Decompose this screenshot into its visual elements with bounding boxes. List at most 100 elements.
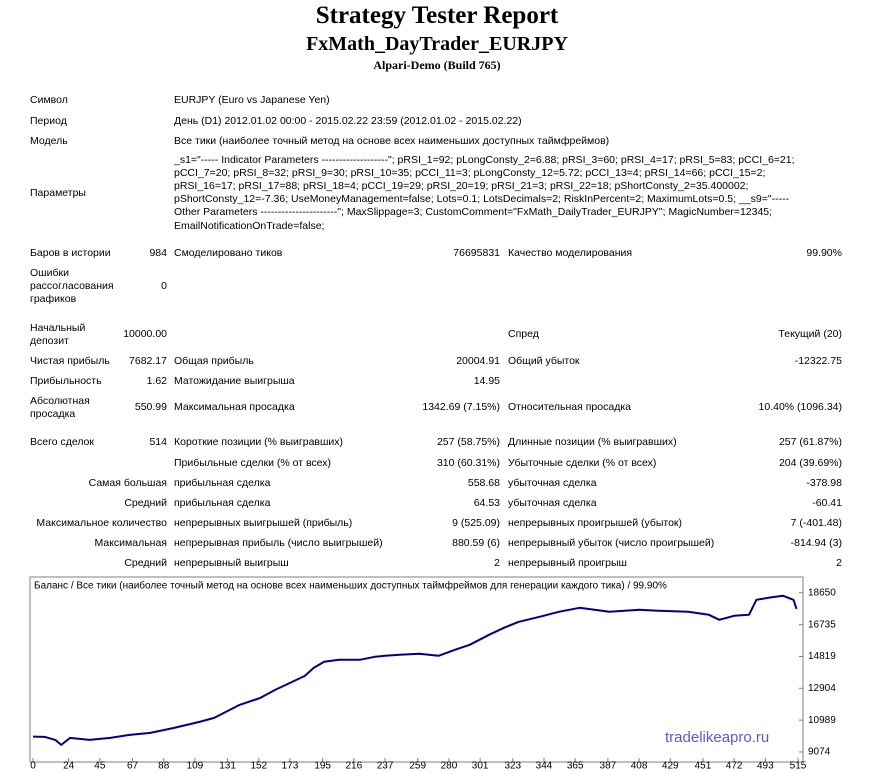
balance-line (32, 594, 798, 746)
parameters-line: Other Parameters ----------------------"… (174, 206, 773, 219)
info-value: Все тики (наиболее точный метод на основ… (174, 134, 610, 147)
x-tick-label: 24 (63, 761, 75, 772)
x-tick-label: 387 (600, 761, 617, 772)
stat-label: прибыльная сделка (174, 496, 271, 509)
x-tick-label: 88 (158, 761, 170, 772)
stat-value: 76695831 (453, 246, 500, 259)
stat-value: 1342.69 (7.15%) (422, 400, 500, 413)
stat-label: Максимальное количество (36, 516, 167, 529)
stat-value: -12322.75 (794, 354, 842, 367)
info-value: День (D1) 2012.01.02 00:00 - 2015.02.22 … (174, 114, 522, 127)
stat-label: убыточная сделка (508, 476, 597, 489)
stat-value: 9 (525.09) (452, 516, 500, 529)
stat-value: 880.59 (6) (452, 536, 500, 549)
stat-label: Средний (124, 496, 167, 509)
expert-name: FxMath_DayTrader_EURJPY (306, 33, 568, 55)
stat-label: Максимальная просадка (174, 400, 295, 413)
stat-label: Прибыльные сделки (% от всех) (174, 456, 332, 469)
info-label: Модель (30, 134, 68, 147)
x-tick-label: 237 (377, 761, 394, 772)
stat-label: Максимальная (94, 536, 167, 549)
stat-label: Относительная просадка (508, 400, 631, 413)
stat-value: -378.98 (806, 476, 842, 489)
y-tick-label: 16735 (808, 619, 836, 630)
x-tick-label: 408 (631, 761, 648, 772)
x-tick-label: 301 (472, 761, 489, 772)
stat-label: Короткие позиции (% выигравших) (174, 435, 344, 448)
stat-value: 2 (494, 556, 500, 569)
stat-value: 20004.91 (456, 354, 500, 367)
stat-label: прибыльная сделка (174, 476, 271, 489)
x-tick-label: 323 (504, 761, 521, 772)
parameters-line: pCCI_7=20; pRSI_8=32; pRSI_9=30; pRSI_10… (174, 166, 766, 179)
stat-label: Ошибки рассогласования графиков (30, 266, 114, 305)
parameters-line: EmailNotificationOnTrade=false; (174, 219, 325, 232)
x-tick-label: 259 (409, 761, 426, 772)
stat-value: Текущий (20) (778, 327, 842, 340)
x-tick-label: 429 (662, 761, 679, 772)
x-tick-label: 109 (187, 761, 204, 772)
stat-label: Общий убыток (508, 354, 580, 367)
stat-label: Самая большая (88, 476, 167, 489)
report-title: Strategy Tester Report (315, 2, 559, 29)
parameters-line: pShortConsty_12=-7.36; UseMoneyManagemen… (174, 193, 790, 206)
stat-value: 10.40% (1096.34) (758, 400, 842, 413)
stat-value: 257 (58.75%) (436, 435, 500, 448)
x-tick-label: 451 (695, 761, 712, 772)
stat-label: Смоделировано тиков (174, 246, 283, 259)
stat-label: Длинные позиции (% выигравших) (508, 435, 677, 448)
x-tick-label: 280 (441, 761, 458, 772)
x-tick-label: 365 (567, 761, 584, 772)
stat-value: 99.90% (806, 246, 842, 259)
x-tick-label: 45 (94, 761, 106, 772)
stat-label: Средний (124, 556, 167, 569)
stat-value: 550.99 (134, 400, 167, 413)
stat-label: убыточная сделка (508, 496, 597, 509)
stat-label: непрерывных проигрышей (убыток) (508, 516, 683, 529)
stat-label: Баров в истории (30, 246, 111, 259)
y-tick-label: 12904 (808, 683, 836, 694)
x-tick-label: 67 (127, 761, 139, 772)
stat-label: Качество моделирования (508, 246, 633, 259)
x-tick-label: 515 (790, 761, 807, 772)
stat-value: 7682.17 (129, 354, 167, 367)
info-label: Период (30, 114, 67, 127)
parameters-line: _s1="----- Indicator Parameters --------… (174, 153, 795, 166)
stat-label: непрерывный выигрыш (174, 556, 289, 569)
stat-label: непрерывных выигрышей (прибыль) (174, 516, 353, 529)
stat-label: непрерывный проигрыш (508, 556, 627, 569)
stat-value: 1.62 (146, 374, 167, 387)
stat-label: Абсолютная просадка (30, 394, 90, 420)
x-tick-label: 493 (757, 761, 774, 772)
stat-value: 0 (161, 279, 167, 292)
info-value: EURJPY (Euro vs Japanese Yen) (174, 93, 330, 106)
parameters-label: Параметры (30, 186, 86, 199)
stat-value: 14.95 (473, 374, 500, 387)
stat-label: Убыточные сделки (% от всех) (508, 456, 657, 469)
stat-value: 64.53 (473, 496, 500, 509)
stat-value: 10000.00 (123, 327, 167, 340)
watermark: tradelikeapro.ru (665, 729, 769, 746)
stat-label: Спред (508, 327, 539, 340)
stat-label: Общая прибыль (174, 354, 254, 367)
stat-value: -60.41 (812, 496, 842, 509)
x-tick-label: 173 (282, 761, 299, 772)
stat-value: 558.68 (467, 476, 500, 489)
stat-value: -814.94 (3) (790, 536, 842, 549)
x-tick-label: 131 (219, 761, 236, 772)
x-tick-label: 472 (726, 761, 743, 772)
x-tick-label: 216 (346, 761, 363, 772)
stat-label: Прибыльность (30, 374, 102, 387)
stat-value: 514 (149, 435, 167, 448)
stat-label: непрерывный убыток (число проигрышей) (508, 536, 715, 549)
y-tick-label: 9074 (808, 747, 831, 758)
stat-label: Всего сделок (30, 435, 94, 448)
chart-title: Баланс / Все тики (наиболее точный метод… (34, 580, 667, 592)
x-tick-label: 0 (30, 761, 36, 772)
y-tick-label: 18650 (808, 587, 836, 598)
stat-label: Матожидание выигрыша (174, 374, 295, 387)
parameters-line: pRSI_16=17; pRSI_17=88; pRSI_18=4; pCCI_… (174, 179, 749, 192)
y-tick-label: 10989 (808, 715, 836, 726)
